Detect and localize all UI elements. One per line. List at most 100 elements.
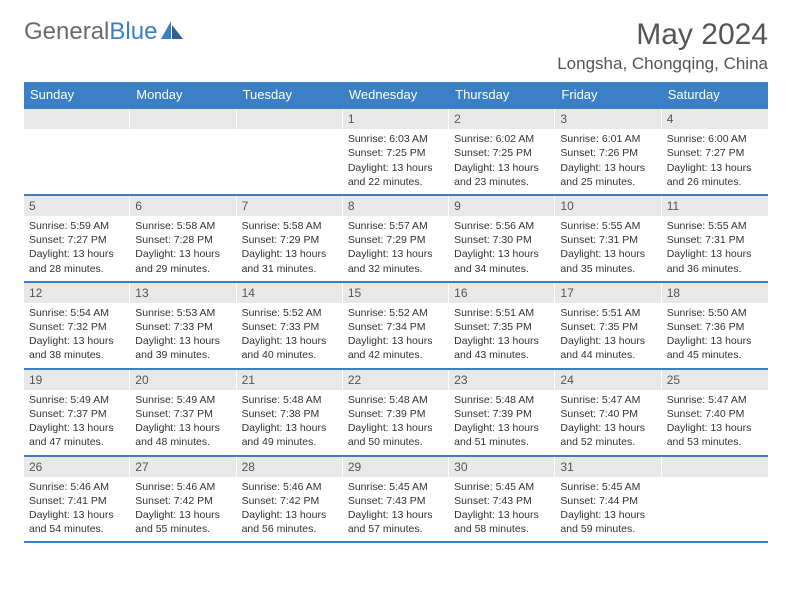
day-number: 5 [24, 196, 130, 216]
sunset-line: Sunset: 7:42 PM [135, 494, 231, 508]
sunset-line: Sunset: 7:31 PM [560, 233, 656, 247]
daylight-line: Daylight: 13 hours and 49 minutes. [242, 421, 338, 449]
daylight-line: Daylight: 13 hours and 39 minutes. [135, 334, 231, 362]
weekday-label: Saturday [662, 82, 768, 107]
cell-content: Sunrise: 5:48 AMSunset: 7:39 PMDaylight:… [343, 390, 449, 455]
sunrise-line: Sunrise: 5:45 AM [560, 480, 656, 494]
day-number: 22 [343, 370, 449, 390]
cell-content: Sunrise: 6:02 AMSunset: 7:25 PMDaylight:… [449, 129, 555, 194]
sunrise-line: Sunrise: 5:47 AM [667, 393, 763, 407]
calendar-cell: 14Sunrise: 5:52 AMSunset: 7:33 PMDayligh… [237, 283, 343, 368]
sunrise-line: Sunrise: 5:46 AM [135, 480, 231, 494]
daylight-line: Daylight: 13 hours and 44 minutes. [560, 334, 656, 362]
weekday-label: Tuesday [237, 82, 343, 107]
sunset-line: Sunset: 7:29 PM [348, 233, 444, 247]
calendar-cell: 20Sunrise: 5:49 AMSunset: 7:37 PMDayligh… [130, 370, 236, 455]
sunrise-line: Sunrise: 6:02 AM [454, 132, 550, 146]
sunset-line: Sunset: 7:25 PM [348, 146, 444, 160]
sunset-line: Sunset: 7:43 PM [454, 494, 550, 508]
sunset-line: Sunset: 7:44 PM [560, 494, 656, 508]
cell-content: Sunrise: 5:55 AMSunset: 7:31 PMDaylight:… [662, 216, 768, 281]
sunrise-line: Sunrise: 5:56 AM [454, 219, 550, 233]
calendar-row: 26Sunrise: 5:46 AMSunset: 7:41 PMDayligh… [24, 457, 768, 542]
cell-content: Sunrise: 5:49 AMSunset: 7:37 PMDaylight:… [130, 390, 236, 455]
sunrise-line: Sunrise: 5:49 AM [29, 393, 125, 407]
title-block: May 2024 Longsha, Chongqing, China [557, 18, 768, 74]
sunset-line: Sunset: 7:37 PM [135, 407, 231, 421]
calendar-cell [24, 109, 130, 194]
sunset-line: Sunset: 7:36 PM [667, 320, 763, 334]
header: GeneralBlue May 2024 Longsha, Chongqing,… [24, 18, 768, 74]
daylight-line: Daylight: 13 hours and 28 minutes. [29, 247, 125, 275]
cell-content: Sunrise: 5:45 AMSunset: 7:43 PMDaylight:… [343, 477, 449, 542]
day-number: 29 [343, 457, 449, 477]
calendar-cell: 9Sunrise: 5:56 AMSunset: 7:30 PMDaylight… [449, 196, 555, 281]
day-number: 2 [449, 109, 555, 129]
cell-content: Sunrise: 6:00 AMSunset: 7:27 PMDaylight:… [662, 129, 768, 194]
calendar-cell: 11Sunrise: 5:55 AMSunset: 7:31 PMDayligh… [662, 196, 768, 281]
sunrise-line: Sunrise: 6:03 AM [348, 132, 444, 146]
sunset-line: Sunset: 7:25 PM [454, 146, 550, 160]
location: Longsha, Chongqing, China [557, 54, 768, 74]
day-number: 7 [237, 196, 343, 216]
day-number: 13 [130, 283, 236, 303]
calendar-cell: 8Sunrise: 5:57 AMSunset: 7:29 PMDaylight… [343, 196, 449, 281]
cell-content: Sunrise: 5:49 AMSunset: 7:37 PMDaylight:… [24, 390, 130, 455]
sunset-line: Sunset: 7:26 PM [560, 146, 656, 160]
sunset-line: Sunset: 7:39 PM [454, 407, 550, 421]
sunset-line: Sunset: 7:28 PM [135, 233, 231, 247]
daylight-line: Daylight: 13 hours and 57 minutes. [348, 508, 444, 536]
calendar-cell [130, 109, 236, 194]
calendar-cell: 13Sunrise: 5:53 AMSunset: 7:33 PMDayligh… [130, 283, 236, 368]
calendar-row: 1Sunrise: 6:03 AMSunset: 7:25 PMDaylight… [24, 109, 768, 196]
sunset-line: Sunset: 7:27 PM [667, 146, 763, 160]
daylight-line: Daylight: 13 hours and 58 minutes. [454, 508, 550, 536]
sunrise-line: Sunrise: 5:55 AM [560, 219, 656, 233]
calendar-cell: 28Sunrise: 5:46 AMSunset: 7:42 PMDayligh… [237, 457, 343, 542]
sunset-line: Sunset: 7:43 PM [348, 494, 444, 508]
calendar-cell: 5 Sunrise: 5:59 AMSunset: 7:27 PMDaylight… [24, 196, 130, 281]
sunset-line: Sunset: 7:27 PM [29, 233, 125, 247]
cell-content: Sunrise: 5:47 AMSunset: 7:40 PMDaylight:… [662, 390, 768, 455]
sunrise-line: Sunrise: 5:45 AM [454, 480, 550, 494]
sunrise-line: Sunrise: 5:46 AM [29, 480, 125, 494]
sunrise-line: Sunrise: 5:52 AM [242, 306, 338, 320]
cell-content: Sunrise: 5:50 AMSunset: 7:36 PMDaylight:… [662, 303, 768, 368]
sunset-line: Sunset: 7:33 PM [242, 320, 338, 334]
day-number: 18 [662, 283, 768, 303]
cell-content: Sunrise: 5:51 AMSunset: 7:35 PMDaylight:… [449, 303, 555, 368]
daylight-line: Daylight: 13 hours and 51 minutes. [454, 421, 550, 449]
calendar-cell: 19Sunrise: 5:49 AMSunset: 7:37 PMDayligh… [24, 370, 130, 455]
calendar-cell [662, 457, 768, 542]
sunset-line: Sunset: 7:31 PM [667, 233, 763, 247]
sunrise-line: Sunrise: 5:48 AM [348, 393, 444, 407]
sunrise-line: Sunrise: 5:45 AM [348, 480, 444, 494]
sunrise-line: Sunrise: 5:57 AM [348, 219, 444, 233]
cell-content: Sunrise: 5:55 AMSunset: 7:31 PMDaylight:… [555, 216, 661, 281]
calendar-cell: 16Sunrise: 5:51 AMSunset: 7:35 PMDayligh… [449, 283, 555, 368]
daylight-line: Daylight: 13 hours and 25 minutes. [560, 161, 656, 189]
sunrise-line: Sunrise: 5:58 AM [242, 219, 338, 233]
daylight-line: Daylight: 13 hours and 52 minutes. [560, 421, 656, 449]
sunrise-line: Sunrise: 5:53 AM [135, 306, 231, 320]
sunset-line: Sunset: 7:30 PM [454, 233, 550, 247]
daylight-line: Daylight: 13 hours and 45 minutes. [667, 334, 763, 362]
calendar-cell: 15Sunrise: 5:52 AMSunset: 7:34 PMDayligh… [343, 283, 449, 368]
daylight-line: Daylight: 13 hours and 55 minutes. [135, 508, 231, 536]
day-number: 28 [237, 457, 343, 477]
sunset-line: Sunset: 7:35 PM [454, 320, 550, 334]
calendar-cell: 4Sunrise: 6:00 AMSunset: 7:27 PMDaylight… [662, 109, 768, 194]
weekday-header: Sunday Monday Tuesday Wednesday Thursday… [24, 82, 768, 107]
sunset-line: Sunset: 7:29 PM [242, 233, 338, 247]
daylight-line: Daylight: 13 hours and 53 minutes. [667, 421, 763, 449]
daylight-line: Daylight: 13 hours and 48 minutes. [135, 421, 231, 449]
cell-content: Sunrise: 5:46 AMSunset: 7:42 PMDaylight:… [130, 477, 236, 542]
cell-content: Sunrise: 5:54 AMSunset: 7:32 PMDaylight:… [24, 303, 130, 368]
calendar-cell: 30Sunrise: 5:45 AMSunset: 7:43 PMDayligh… [449, 457, 555, 542]
calendar-cell [237, 109, 343, 194]
sunrise-line: Sunrise: 5:55 AM [667, 219, 763, 233]
sunrise-line: Sunrise: 5:59 AM [29, 219, 125, 233]
daylight-line: Daylight: 13 hours and 26 minutes. [667, 161, 763, 189]
calendar-cell: 1Sunrise: 6:03 AMSunset: 7:25 PMDaylight… [343, 109, 449, 194]
daylight-line: Daylight: 13 hours and 35 minutes. [560, 247, 656, 275]
